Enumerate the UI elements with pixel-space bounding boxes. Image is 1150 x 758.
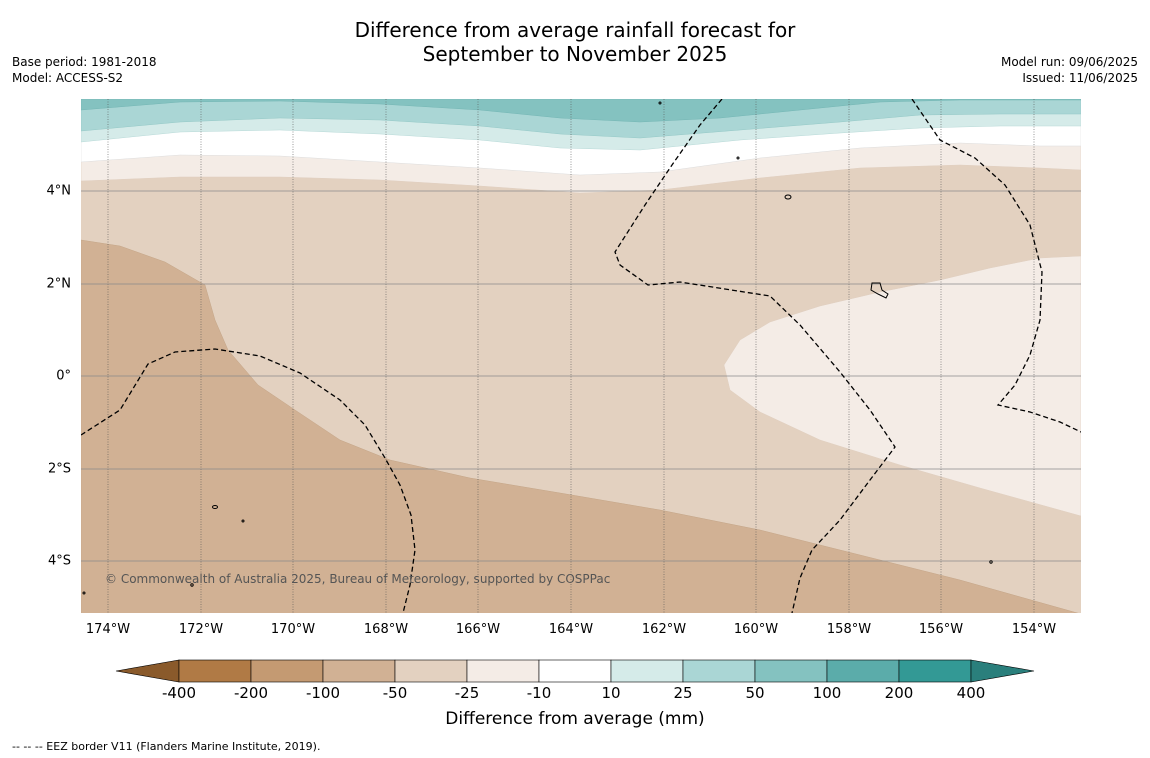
lon-label-156w: 156°W — [919, 622, 963, 637]
lon-label-162w: 162°W — [642, 622, 686, 637]
colorbar-segment-1 — [179, 660, 251, 682]
colorbar-tick: 50 — [745, 684, 764, 702]
lat-label-4s: 4°S — [48, 554, 71, 569]
colorbar-tick: -50 — [383, 684, 408, 702]
colorbar-tick: 10 — [601, 684, 620, 702]
colorbar-segment-3 — [323, 660, 395, 682]
colorbar-arrow-high — [971, 660, 1034, 682]
colorbar-segment-5 — [467, 660, 539, 682]
colorbar-segment-4 — [395, 660, 467, 682]
colorbar-segment-2 — [251, 660, 323, 682]
lon-label-174w: 174°W — [86, 622, 130, 637]
colorbar-segment-7 — [611, 660, 683, 682]
lon-label-154w: 154°W — [1012, 622, 1056, 637]
lon-label-164w: 164°W — [549, 622, 593, 637]
colorbar-segment-8 — [683, 660, 755, 682]
lat-label-4n: 4°N — [47, 184, 72, 199]
colorbar-tick: 200 — [885, 684, 914, 702]
colorbar-tick: 100 — [813, 684, 842, 702]
lon-label-170w: 170°W — [271, 622, 315, 637]
colorbar-tick: 25 — [673, 684, 692, 702]
colorbar-tick: -100 — [306, 684, 340, 702]
colorbar-segment-9 — [755, 660, 827, 682]
copyright-notice: © Commonwealth of Australia 2025, Bureau… — [105, 572, 610, 586]
colorbar-segment-10 — [827, 660, 899, 682]
lon-label-168w: 168°W — [364, 622, 408, 637]
lon-label-166w: 166°W — [456, 622, 500, 637]
map-fill — [81, 99, 1081, 614]
colorbar-tick: -200 — [234, 684, 268, 702]
rainfall-map — [0, 0, 1150, 758]
colorbar-tick: -10 — [527, 684, 552, 702]
colorbar-tick: -25 — [455, 684, 480, 702]
lon-label-172w: 172°W — [179, 622, 223, 637]
colorbar-segment-6 — [539, 660, 611, 682]
lat-label-equator: 0° — [56, 369, 71, 384]
colorbar-tick: -400 — [162, 684, 196, 702]
colorbar-segment-11 — [899, 660, 971, 682]
lon-label-158w: 158°W — [827, 622, 871, 637]
colorbar-tick: 400 — [957, 684, 986, 702]
lat-label-2n: 2°N — [47, 277, 72, 292]
lat-label-2s: 2°S — [48, 462, 71, 477]
colorbar — [116, 660, 1034, 682]
eez-footnote: -- -- -- EEZ border V11 (Flanders Marine… — [12, 740, 320, 753]
colorbar-arrow-low — [116, 660, 179, 682]
lon-label-160w: 160°W — [734, 622, 778, 637]
colorbar-title: Difference from average (mm) — [0, 709, 1150, 729]
